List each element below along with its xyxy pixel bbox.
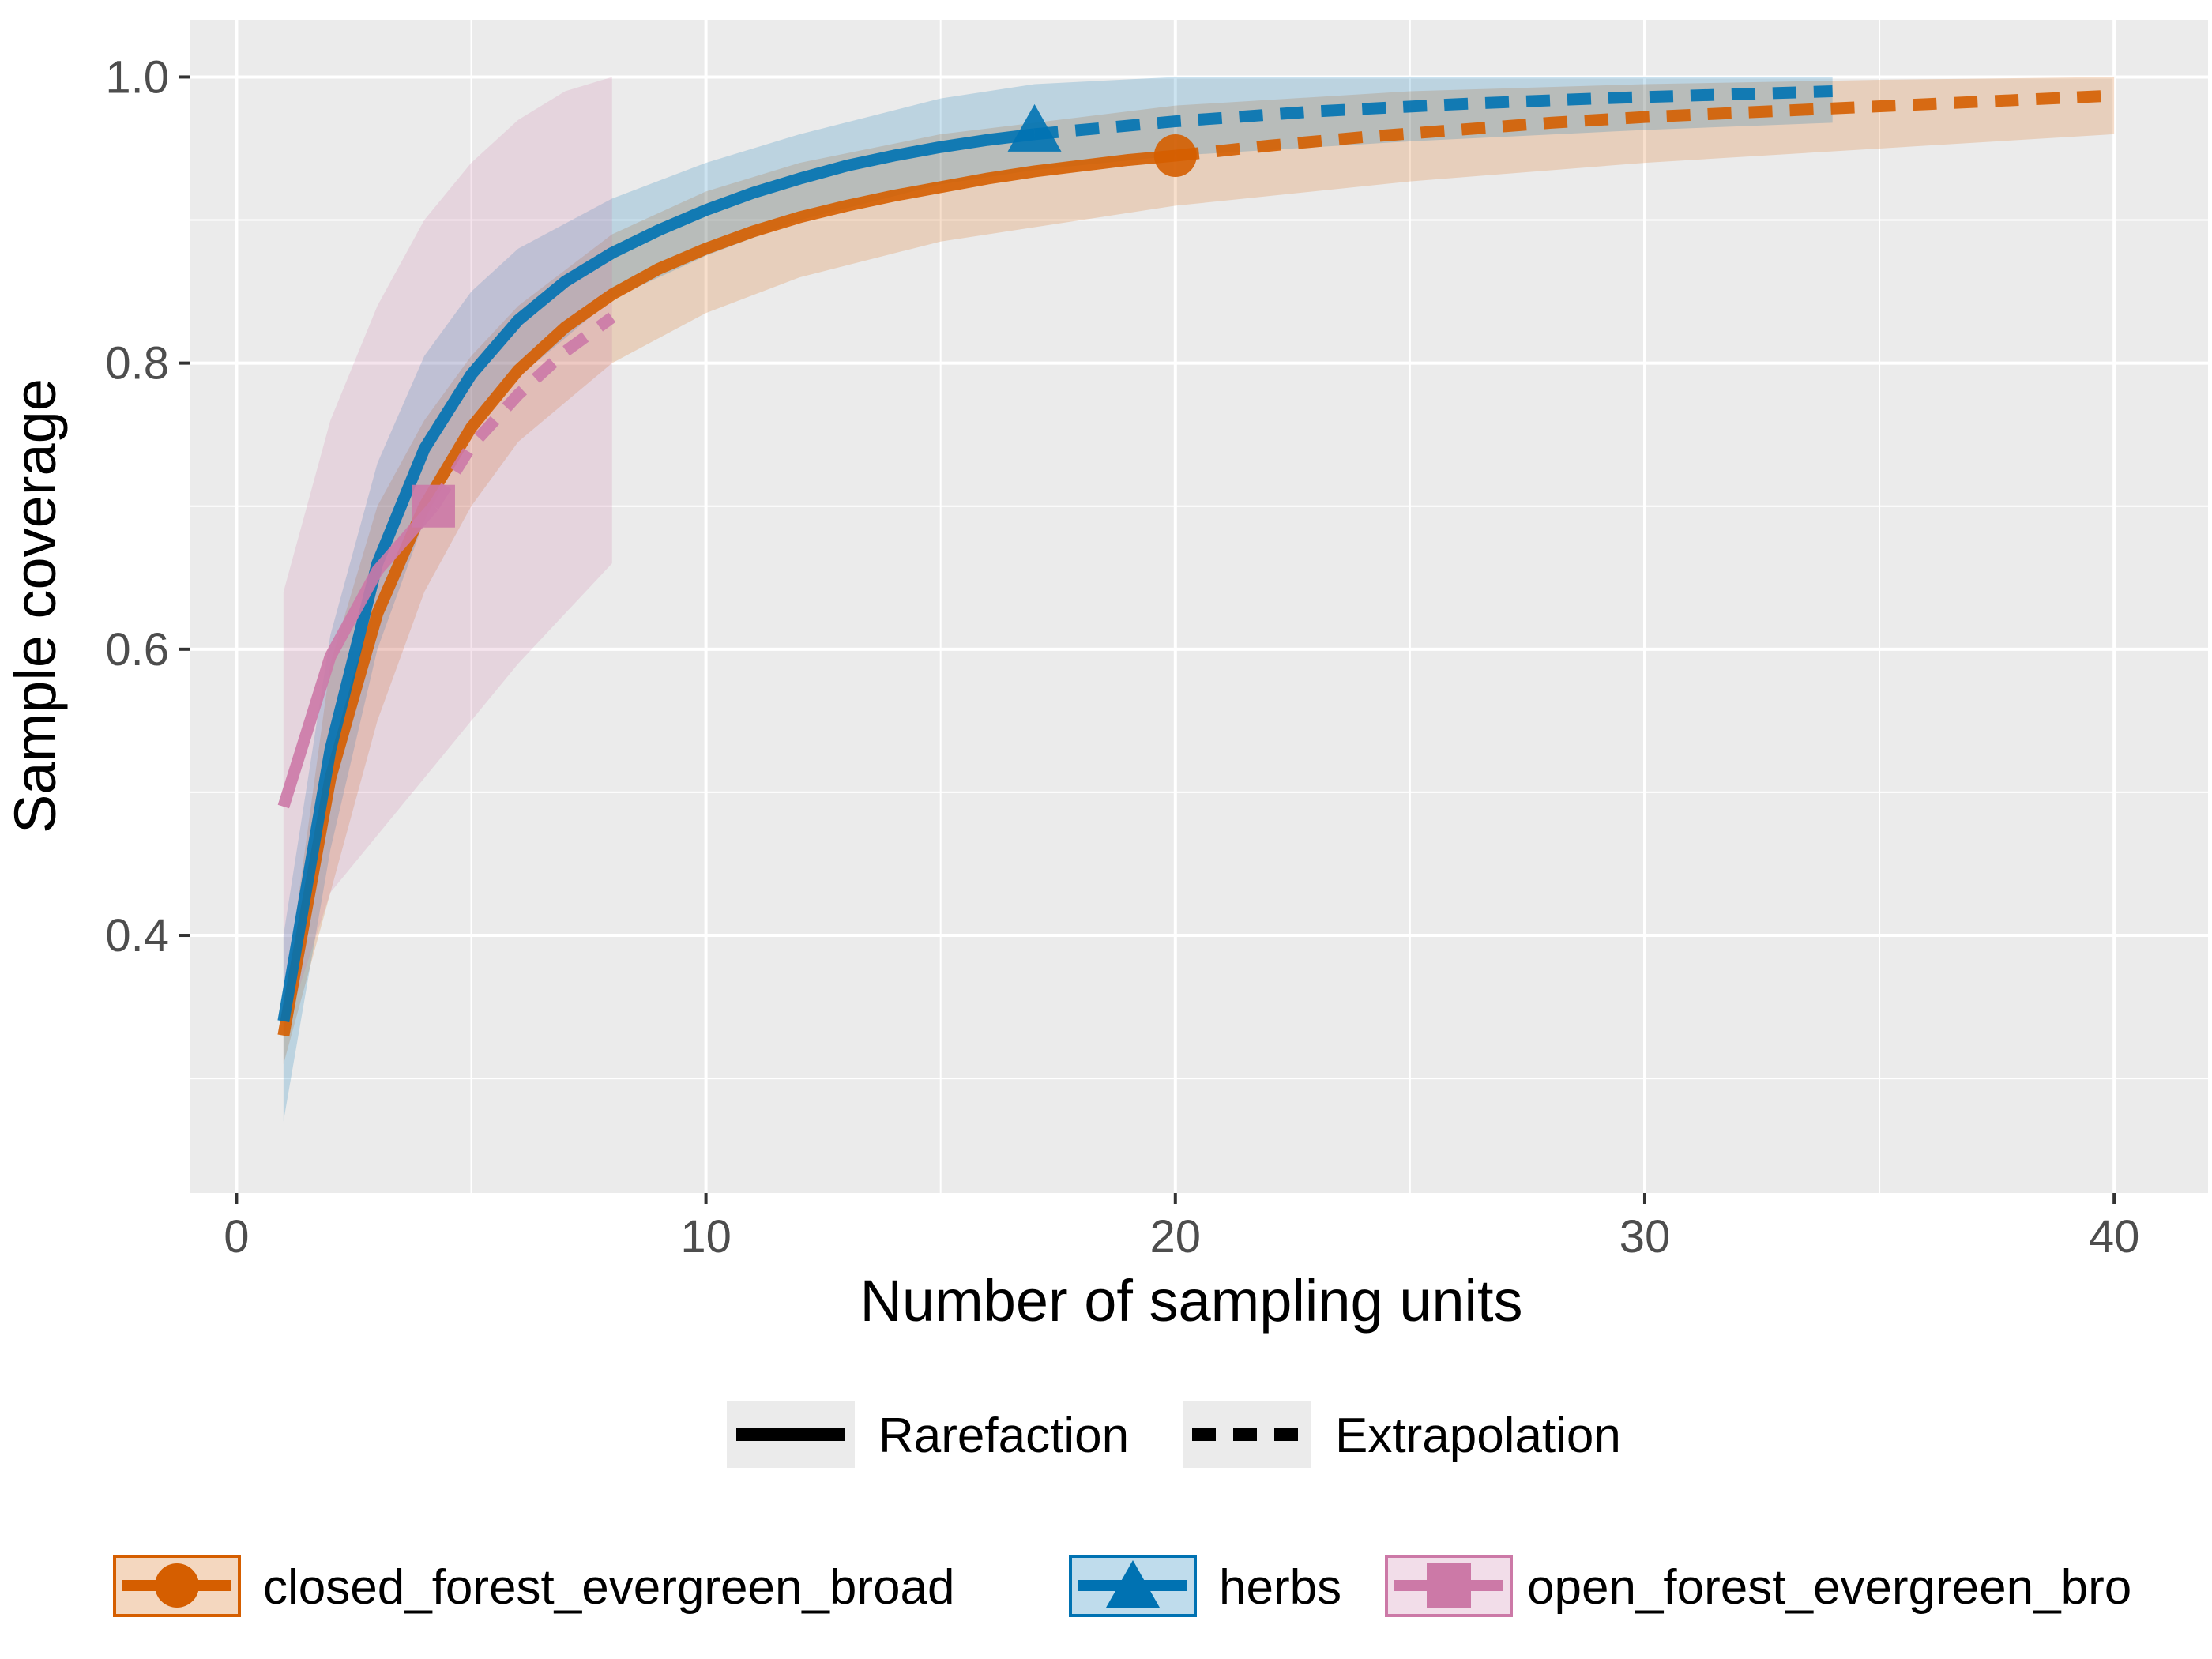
observed-markers <box>412 103 1197 528</box>
legend-label-extrapolation: Extrapolation <box>1335 1409 1621 1463</box>
y-tick-label: 0.6 <box>105 624 169 675</box>
observed-point-closed-forest-evergreen-broad <box>1153 134 1197 178</box>
legend-label-herbs: herbs <box>1219 1560 1341 1615</box>
legend-label-rarefaction: Rarefaction <box>878 1409 1129 1463</box>
x-tick-label: 20 <box>1150 1211 1202 1262</box>
x-tick-label: 40 <box>2089 1211 2140 1262</box>
legend-marker-open-forest <box>1427 1563 1471 1608</box>
legend-marker-closed-forest <box>155 1563 199 1608</box>
series-legend: closed_forest_evergreen_broad herbs open… <box>113 1555 2131 1617</box>
legend-item-herbs: herbs <box>1069 1555 1341 1617</box>
linetype-legend: Rarefaction Extrapolation <box>727 1401 1621 1468</box>
x-tick-label: 10 <box>680 1211 732 1262</box>
legend-item-closed-forest: closed_forest_evergreen_broad <box>113 1555 954 1617</box>
x-axis-title: Number of sampling units <box>860 1268 1522 1334</box>
observed-point-herbs <box>1007 103 1062 152</box>
extrapolation-line-herbs <box>1033 85 1833 141</box>
panel-background <box>190 20 2208 1193</box>
observed-point-open-forest-evergreen-bro <box>412 484 455 528</box>
y-tick-label: 0.8 <box>105 338 169 389</box>
legend-marker-herbs <box>1106 1560 1160 1608</box>
legend-label-closed-forest: closed_forest_evergreen_broad <box>263 1560 954 1615</box>
x-tick-label: 30 <box>1620 1211 1671 1262</box>
legend-label-open-forest: open_forest_evergreen_bro <box>1527 1560 2131 1615</box>
x-tick-label: 0 <box>224 1211 249 1262</box>
y-axis-title: Sample coverage <box>2 378 68 833</box>
rarefaction-line-open-forest-evergreen-bro <box>277 502 438 809</box>
extrapolation-line-open-forest-evergreen-bro <box>428 312 616 510</box>
legend-item-open-forest: open_forest_evergreen_bro <box>1385 1555 2131 1617</box>
rarefaction-line-herbs <box>277 128 1036 1022</box>
y-tick-label: 0.4 <box>105 910 169 961</box>
axes: 0 10 20 30 40 0.4 0.6 0.8 1.0 <box>105 51 2139 1262</box>
y-tick-label: 1.0 <box>105 51 169 103</box>
extrapolation-line-closed-forest-evergreen-broad <box>1174 89 2115 162</box>
